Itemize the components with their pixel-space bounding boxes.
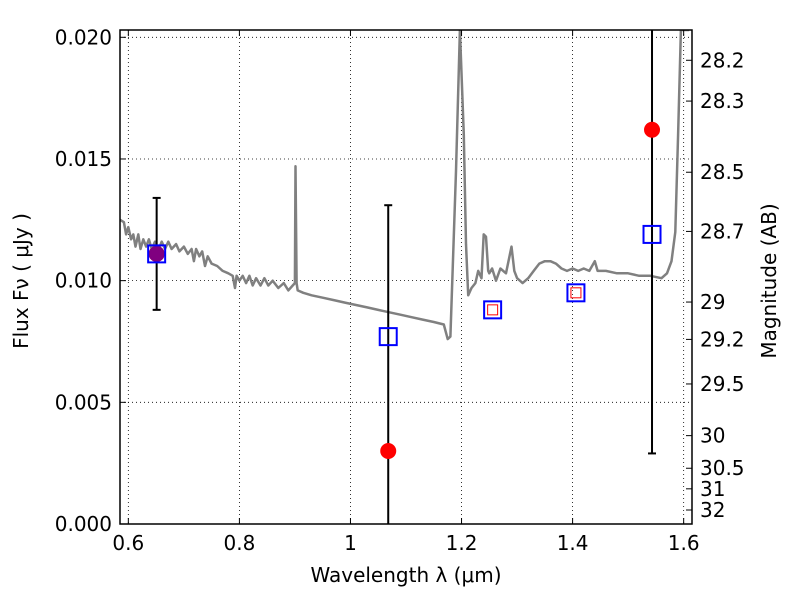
data-point: [642, 224, 662, 244]
y-axis-label: Flux Fν ( μJy ): [9, 213, 33, 349]
y-tick-label: 0.005: [55, 390, 112, 414]
data-point: [644, 121, 661, 138]
data-point: [147, 244, 167, 264]
right-tick-label: 32: [700, 498, 725, 522]
x-tick-label: 1.4: [557, 531, 589, 555]
x-tick-label: 1.2: [446, 531, 478, 555]
right-tick-label: 28.2: [700, 48, 745, 72]
right-tick-label: 29.2: [700, 327, 745, 351]
spectrum-line: [120, 30, 690, 341]
right-tick-label: 29: [700, 290, 725, 314]
right-axis-label: Magnitude (AB): [757, 203, 781, 358]
right-tick-label: 28.3: [700, 89, 745, 113]
x-axis-label: Wavelength λ (μm): [310, 563, 501, 587]
data-point: [380, 442, 397, 459]
data-point: [378, 327, 398, 347]
data-point: [483, 300, 503, 320]
right-tick-label: 30.5: [700, 456, 745, 480]
x-tick-label: 1: [344, 531, 357, 555]
y-tick-label: 0.010: [55, 269, 112, 293]
data-point: [487, 304, 499, 316]
data-point: [570, 287, 582, 299]
plot-area: [120, 30, 690, 524]
y-tick-label: 0.015: [55, 147, 112, 171]
x-tick-label: 0.6: [112, 531, 144, 555]
x-tick-label: 0.8: [223, 531, 255, 555]
y-tick-label: 0.000: [55, 512, 112, 536]
right-tick-label: 28.5: [700, 160, 745, 184]
right-tick-label: 30: [700, 424, 725, 448]
plot-content: [120, 30, 690, 524]
right-tick-label: 29.5: [700, 372, 745, 396]
grid-lines: [120, 30, 692, 524]
plot-frame: [119, 29, 693, 525]
data-point: [148, 245, 165, 262]
y-tick-label: 0.020: [55, 25, 112, 49]
axis-ticks: 0.6 0.8 1 1.2 1.4 1.6 0.000 0.005 0.010 0.015 0.02…: [55, 25, 745, 555]
x-tick-label: 1.6: [668, 531, 700, 555]
right-tick-label: 28.7: [700, 219, 745, 243]
data-point: [566, 283, 586, 303]
right-tick-label: 31: [700, 477, 725, 501]
